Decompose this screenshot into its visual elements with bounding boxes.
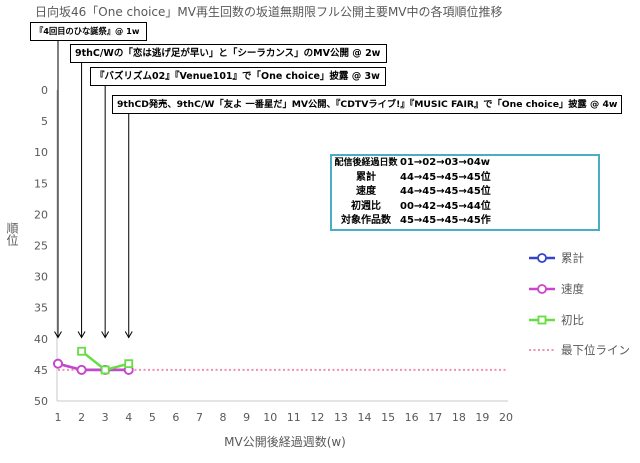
info-value: 00→42→45→44位	[400, 200, 491, 212]
x-tick-label: 15	[381, 411, 395, 424]
annotation-arrowhead	[77, 331, 86, 339]
first-week-ratio-legend-marker	[537, 315, 547, 325]
x-tick-label: 16	[405, 411, 419, 424]
info-row-target-count: 対象作品数 45→45→45→45作	[334, 214, 598, 229]
legend-swatch-speed	[529, 284, 555, 294]
annotation-box-week-3: 『バズリズム02』『Venue101』で「One choice」披露 @ 3w	[90, 67, 386, 86]
x-axis-label: MV公開後経過週数(w)	[224, 435, 346, 449]
legend-item-speed: 速度	[528, 282, 638, 296]
y-tick-label: 30	[34, 271, 48, 284]
annotation-arrow-week-3	[101, 86, 110, 339]
y-tick-label: 25	[34, 240, 48, 253]
x-tick-label: 11	[287, 411, 301, 424]
x-tick-label: 19	[475, 411, 489, 424]
x-tick-label: 1	[55, 411, 62, 424]
y-tick-label: 45	[34, 364, 48, 377]
speed-legend-marker	[537, 284, 547, 294]
x-tick-label: 3	[102, 411, 109, 424]
x-tick-label: 14	[358, 411, 372, 424]
info-value: 44→45→45→45位	[400, 171, 491, 183]
annotation-arrowhead	[54, 331, 62, 339]
info-row-speed: 速度 44→45→45→45位	[334, 185, 598, 200]
info-row-elapsed: 配信後経過日数 01→02→03→04w	[334, 156, 598, 171]
x-tick-label: 7	[196, 411, 203, 424]
info-label: 初週比	[351, 200, 381, 212]
x-tick-label: 8	[220, 411, 227, 424]
info-label: 対象作品数	[341, 215, 391, 227]
speed-line	[57, 362, 129, 372]
info-value: 01→02→03→04w	[400, 157, 491, 168]
y-tick-label: 15	[34, 177, 48, 190]
x-tick-label: 5	[149, 411, 156, 424]
y-tick-label: 10	[34, 146, 48, 159]
legend-label-lowest-rank-line: 最下位ライン	[561, 343, 630, 357]
info-label: 累計	[356, 171, 376, 183]
annotation-box-week-1: 『4回目のひな誕祭』@ 1w	[30, 22, 147, 41]
x-tick-label: 20	[499, 411, 513, 424]
x-tick-label: 18	[452, 411, 466, 424]
speed-point	[53, 358, 63, 369]
y-tick-label: 50	[34, 395, 48, 408]
legend-item-lowest-rank-line: 最下位ライン	[528, 343, 638, 357]
first-week-ratio-point	[77, 346, 86, 356]
x-tick-label: 12	[310, 411, 324, 424]
annotation-arrow-week-2	[77, 63, 86, 339]
first-week-ratio-series	[77, 346, 134, 375]
y-tick-label: 5	[41, 115, 48, 128]
first-week-ratio-point	[100, 365, 110, 375]
y-axis-label: 順位	[5, 222, 19, 246]
legend-swatch-lowest-rank-line	[529, 349, 555, 351]
y-tick-label: 35	[34, 302, 48, 315]
legend-label-cumulative: 累計	[561, 251, 584, 265]
annotation-box-week-4: 9thCD発売、9thC/W「友よ 一番星だ」MV公開、『CDTVライブ!』『M…	[112, 95, 622, 114]
info-value: 44→45→45→45位	[400, 186, 491, 198]
y-tick-label: 0	[41, 84, 48, 97]
annotation-arrowhead	[124, 331, 133, 339]
x-tick-label: 17	[428, 411, 442, 424]
cumulative-legend-marker	[537, 253, 547, 263]
info-label: 配信後経過日数	[334, 158, 398, 168]
legend-item-first-week-ratio: 初比	[528, 313, 638, 327]
x-tick-label: 10	[263, 411, 277, 424]
legend-swatch-cumulative	[529, 253, 555, 263]
speed-point	[76, 364, 87, 375]
info-value: 45→45→45→45作	[400, 215, 491, 227]
chart-title: 日向坂46「One choice」MV再生回数の坂道無期限フル公開主要MV中の各…	[35, 5, 503, 19]
info-box: 配信後経過日数 01→02→03→04w 累計 44→45→45→45位 速度 …	[330, 154, 600, 231]
legend-label-speed: 速度	[561, 282, 584, 296]
info-row-cumulative: 累計 44→45→45→45位	[334, 171, 598, 186]
info-label: 速度	[356, 186, 376, 198]
x-tick-label: 6	[172, 411, 179, 424]
legend-label-first-week-ratio: 初比	[561, 313, 584, 327]
x-tick-label: 2	[78, 411, 85, 424]
x-tick-label: 13	[334, 411, 348, 424]
annotation-arrow-week-4	[124, 114, 133, 339]
first-week-ratio-point	[124, 359, 134, 369]
legend-swatch-first-week-ratio	[529, 315, 555, 325]
annotation-arrow-week-1	[54, 41, 62, 339]
y-tick-label: 40	[34, 333, 48, 346]
annotation-arrowhead	[101, 331, 110, 339]
info-row-first-week-ratio: 初週比 00→42→45→44位	[334, 200, 598, 215]
annotation-box-week-2: 9thC/Wの「恋は逃げ足が早い」と「シーラカンス」のMV公開 @ 2w	[70, 44, 387, 63]
x-tick-label: 4	[125, 411, 132, 424]
legend-item-cumulative: 累計	[528, 251, 638, 265]
x-tick-label: 9	[243, 411, 250, 424]
y-tick-label: 20	[34, 208, 48, 221]
